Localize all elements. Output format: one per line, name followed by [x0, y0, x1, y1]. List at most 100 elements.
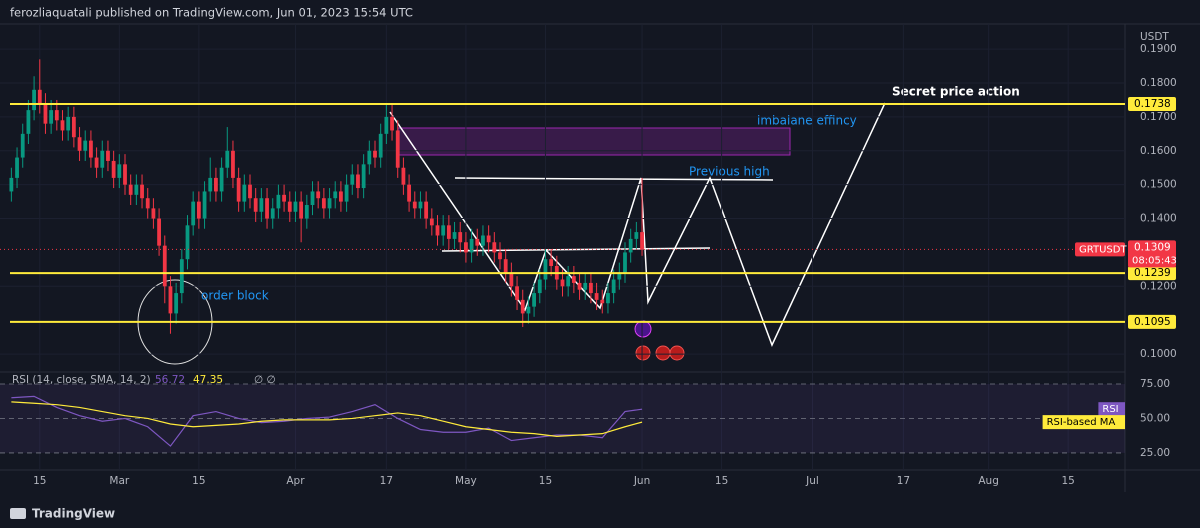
annotation: Secret price action [892, 85, 1020, 99]
candle-body [429, 218, 434, 226]
candle-body [26, 110, 31, 134]
candle-body [333, 191, 338, 199]
candle-body [532, 293, 536, 307]
candle-body [628, 238, 633, 253]
candle-body [128, 184, 133, 195]
candle-body [412, 201, 417, 209]
candle-body [202, 191, 207, 219]
candle-body [111, 160, 116, 178]
candle-body [66, 116, 71, 131]
plot: 0.1900 0.1800 0.1700 0.1600 0.1500 0.1400 0.12… [0, 24, 1177, 487]
candle-body [123, 164, 127, 185]
candle-body [458, 232, 463, 243]
symbol-label: GRTUSDT [1079, 244, 1127, 255]
annotation: order block [201, 289, 269, 303]
candle-body [231, 150, 235, 178]
symbol-box [1075, 242, 1125, 257]
x-tick-label: Jul [805, 475, 819, 487]
candle-body [185, 225, 190, 260]
y-tick-label: 0.1700 [1140, 111, 1177, 123]
level-label: 0.1738 [1134, 98, 1171, 110]
header: ferozliaquatali published on TradingView… [10, 6, 413, 20]
event-icon [634, 320, 652, 338]
candle-body [49, 110, 54, 124]
candle-body [196, 201, 201, 219]
candle-body [339, 191, 343, 202]
candle-body [469, 238, 474, 253]
candle-body [316, 191, 321, 199]
candle-body [509, 272, 514, 287]
countdown: 08:05:43 [1132, 255, 1177, 266]
x-tick-label: 15 [1061, 475, 1074, 487]
level-label-box [1128, 97, 1176, 112]
x-tick-label: May [455, 475, 477, 487]
candle-body [515, 286, 519, 300]
level-label-box [1128, 314, 1176, 329]
annotation: Previous high [689, 165, 770, 179]
rsi-line [11, 401, 643, 438]
candle-body [378, 133, 383, 158]
candle-body [89, 140, 93, 158]
y-tick-label: 0.1800 [1140, 77, 1177, 89]
y-tick-label: 0.1600 [1140, 145, 1177, 157]
candle-body [134, 184, 139, 195]
projection-path [389, 102, 886, 347]
brand: TradingView [32, 507, 115, 521]
candle-body [623, 252, 627, 273]
event-icon [669, 345, 685, 361]
candle-body [151, 208, 156, 219]
y-tick-label: 0.1400 [1140, 213, 1177, 225]
x-tick-label: 15 [33, 475, 46, 487]
previous-high-line [454, 177, 774, 181]
candle-body [407, 184, 411, 202]
candle-body [157, 218, 161, 246]
candle-body [94, 157, 99, 168]
candle-body [481, 235, 485, 246]
candle-body [486, 235, 491, 243]
candle-body [168, 286, 173, 314]
candle-body [83, 140, 88, 151]
candle-body [145, 198, 150, 209]
candle-body [276, 194, 281, 209]
candle-body [100, 150, 105, 168]
rsi-line [11, 395, 643, 447]
candle-body [526, 306, 531, 314]
candle-body [304, 204, 309, 219]
candle-body [452, 232, 457, 239]
rsi-value: 56.72 [155, 374, 185, 386]
event-icon [635, 345, 651, 361]
candle-body [350, 174, 355, 185]
candle-body [589, 282, 593, 294]
candle-body [37, 89, 42, 104]
y-tick-label: 0.1500 [1140, 179, 1177, 191]
candle-body [441, 225, 446, 236]
candle-body [77, 137, 82, 151]
x-tick-label: Apr [286, 475, 305, 487]
candle-body [418, 201, 423, 209]
series-label-box [1042, 415, 1125, 430]
rsi-extra: ∅ ∅ [254, 374, 276, 386]
y-tick-label: 0.1200 [1140, 280, 1177, 292]
x-tick-label: Jun [633, 475, 650, 487]
candle-body [191, 201, 196, 226]
candle-body [373, 150, 377, 158]
candle-body [214, 177, 218, 192]
rsi-tick-label: 25.00 [1140, 447, 1170, 459]
candle-body [395, 130, 400, 168]
candle-body [242, 184, 247, 202]
candle-body [117, 164, 122, 178]
candle-body [32, 89, 36, 111]
candle-body [520, 299, 525, 314]
candle-body [60, 120, 65, 131]
x-tick-label: 15 [715, 475, 728, 487]
level-label-box [1128, 266, 1176, 281]
candle-body [435, 225, 440, 236]
candle-body [492, 242, 497, 253]
candle-body [106, 150, 110, 161]
rsi-tick-label: 50.00 [1140, 412, 1170, 424]
candle-body [367, 150, 372, 165]
candle-body [344, 184, 349, 202]
candle-body [293, 201, 298, 212]
y-tick-label: 0.1900 [1140, 43, 1177, 55]
